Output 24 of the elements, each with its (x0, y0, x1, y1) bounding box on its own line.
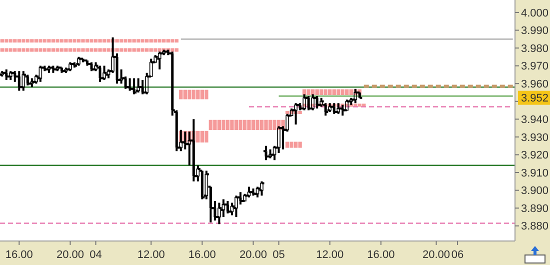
y-tick-label: 3.970 (521, 60, 549, 73)
y-tick-label: 3.990 (521, 25, 549, 38)
y-tick-label: 3.940 (521, 114, 549, 126)
x-tick-label: 04 (90, 249, 102, 261)
annotation: 3.952 (521, 92, 549, 105)
y-tick-label: 4.000 (521, 7, 549, 20)
y-tick-label: 3.880 (521, 220, 549, 233)
y-tick-label: 3.890 (521, 202, 549, 215)
x-tick-label: 12.00 (316, 249, 344, 261)
y-tick-label: 3.910 (521, 167, 549, 180)
y-tick-label: 3.930 (521, 132, 549, 144)
x-tick-label: 06 (451, 249, 464, 261)
x-tick-label: 16.00 (367, 249, 395, 261)
x-tick-label: 20.00 (56, 249, 84, 261)
x-tick-label: 16.00 (188, 249, 216, 261)
x-tick-label: 20.00 (239, 249, 268, 261)
x-tick-label: 05 (272, 249, 285, 261)
x-tick-label: 12.00 (137, 249, 165, 261)
y-tick-label: 3.980 (521, 42, 549, 55)
y-tick-label: 3.900 (521, 185, 549, 198)
x-tick-label: 16.00 (5, 249, 33, 261)
x-tick-label: 20.00 (422, 249, 450, 261)
y-tick-label: 3.920 (521, 150, 549, 162)
y-tick-label: 3.960 (521, 78, 549, 90)
